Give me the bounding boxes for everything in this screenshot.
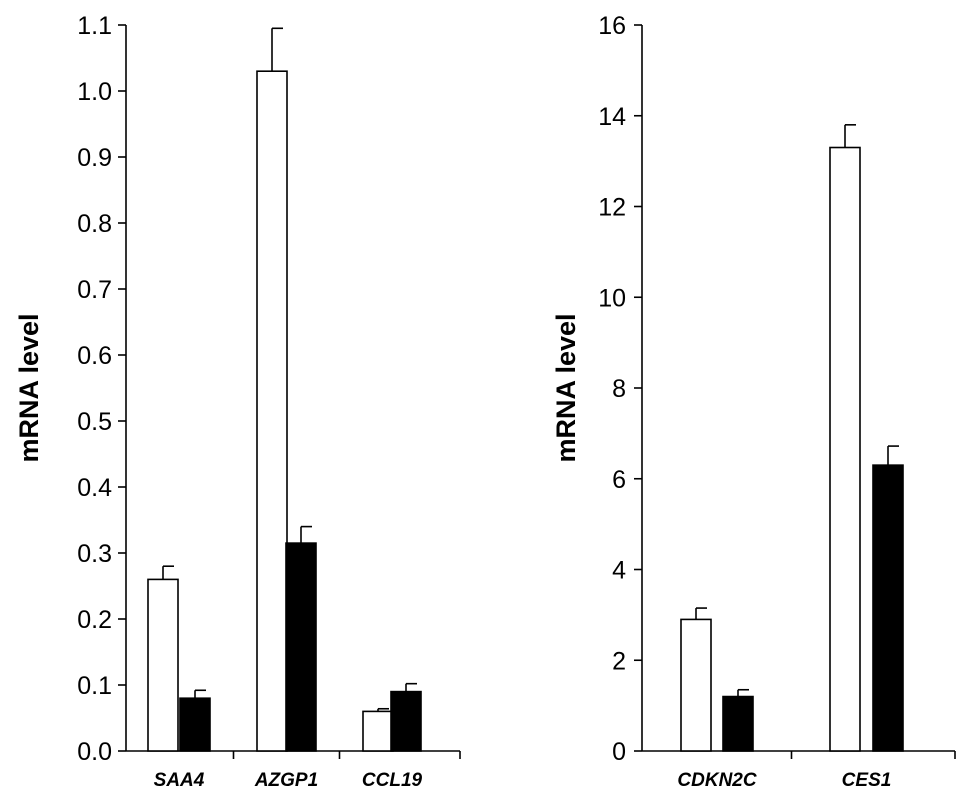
x-category-label: CCL19 — [362, 770, 423, 791]
y-tick-label: 2 — [612, 647, 626, 675]
bar-series-1 — [390, 690, 422, 752]
bar-series-0 — [256, 70, 288, 752]
x-category-label: AZGP1 — [254, 770, 318, 791]
bar-series-0 — [147, 578, 179, 752]
y-tick-label: 0.3 — [77, 540, 112, 568]
y-tick-label: 8 — [612, 375, 626, 403]
y-tick-label: 1.1 — [77, 12, 112, 40]
y-tick-label: 0.2 — [77, 606, 112, 634]
bar-series-1 — [179, 697, 211, 752]
y-tick-label: 10 — [598, 284, 626, 312]
y-tick-label: 14 — [598, 103, 626, 131]
bar-series-0 — [362, 710, 394, 752]
y-tick-label: 12 — [598, 194, 626, 222]
x-category-label: CDKN2C — [677, 770, 756, 791]
bar-series-1 — [872, 464, 904, 752]
y-tick-label: 0.0 — [77, 738, 112, 766]
bar-series-1 — [722, 695, 754, 752]
y-tick-label: 1.0 — [77, 78, 112, 106]
y-tick-label: 16 — [598, 12, 626, 40]
y-tick-label: 0.9 — [77, 144, 112, 172]
y-tick-label: 0.4 — [77, 474, 112, 502]
y-tick-label: 0.1 — [77, 672, 112, 700]
chart-left: mRNA level 0.0 0.1 0.2 0.3 0.4 0.5 0.6 0.7 0.8 0.… — [14, 12, 461, 791]
y-axis-title: mRNA level — [14, 313, 44, 462]
y-tick-label: 6 — [612, 466, 626, 494]
y-tick-label: 0.7 — [77, 276, 112, 304]
y-tick-label: 0.5 — [77, 408, 112, 436]
y-axis-title: mRNA level — [551, 313, 581, 462]
x-category-label: CES1 — [842, 770, 892, 791]
y-tick-label: 4 — [612, 557, 626, 585]
y-tick-label: 0 — [612, 738, 626, 766]
bar-series-0 — [680, 618, 712, 752]
bar-series-1 — [285, 542, 317, 752]
y-tick-label: 0.6 — [77, 342, 112, 370]
y-tick-label: 0.8 — [77, 210, 112, 238]
chart-right: mRNA level 0 2 4 6 8 10 12 14 16 CDKN2C CES1 — [551, 12, 956, 791]
x-category-label: SAA4 — [154, 770, 205, 791]
bar-series-0 — [829, 146, 861, 752]
